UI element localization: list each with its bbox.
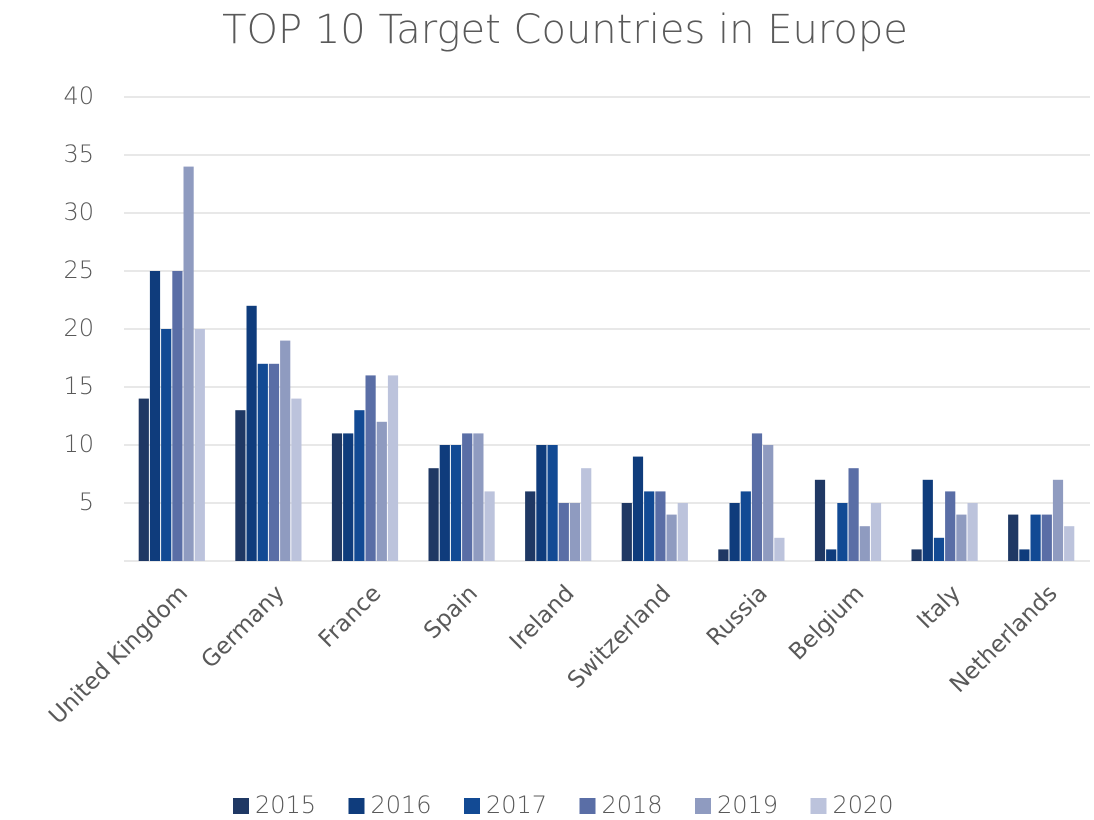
bar — [462, 433, 473, 561]
bar — [677, 503, 688, 561]
bar — [740, 491, 751, 561]
bar — [945, 491, 956, 561]
bar — [235, 410, 246, 561]
bar — [621, 503, 632, 561]
bar — [354, 410, 365, 561]
bar — [149, 271, 161, 561]
bar — [268, 363, 280, 561]
legend-swatch — [695, 798, 711, 814]
bar — [1019, 549, 1030, 561]
x-tick-label: Italy — [912, 580, 966, 634]
bar — [655, 491, 666, 561]
bar — [718, 549, 729, 561]
bar — [581, 468, 592, 561]
bar — [870, 503, 882, 561]
bar — [848, 468, 859, 561]
bar — [763, 445, 774, 561]
bar — [450, 445, 462, 561]
bar — [826, 549, 837, 561]
x-tick-label: Germany — [197, 580, 290, 673]
bar — [428, 468, 439, 561]
y-tick-label: 10 — [63, 430, 94, 458]
bar — [280, 340, 291, 561]
legend-label: 2017 — [486, 791, 547, 819]
legend-swatch — [233, 798, 249, 814]
bar — [859, 526, 870, 561]
bar — [558, 503, 569, 561]
bar — [1041, 514, 1052, 561]
bar — [246, 305, 257, 561]
bar — [257, 363, 268, 561]
bar — [484, 491, 495, 561]
x-tick-label: France — [314, 580, 386, 652]
bar — [183, 166, 194, 561]
legend-swatch — [464, 798, 480, 814]
bar — [331, 433, 343, 561]
bar — [525, 491, 536, 561]
x-tick-label: Spain — [419, 580, 483, 644]
bar — [172, 271, 183, 561]
bar — [666, 514, 677, 561]
x-tick-label: Belgium — [784, 580, 869, 665]
legend-label: 2019 — [717, 791, 778, 819]
y-tick-label: 15 — [63, 372, 94, 400]
legend-label: 2015 — [255, 791, 316, 819]
bar — [161, 329, 172, 561]
bar — [536, 445, 547, 561]
bar — [138, 398, 149, 561]
chart-title: TOP 10 Target Countries in Europe — [222, 7, 908, 53]
bar — [1008, 514, 1019, 561]
legend-label: 2016 — [371, 791, 432, 819]
y-tick-label: 35 — [63, 140, 94, 168]
x-tick-label: Ireland — [505, 580, 580, 655]
bar — [933, 537, 945, 561]
bar — [632, 456, 644, 561]
bar — [569, 503, 581, 561]
x-tick-label: United Kingdom — [44, 580, 193, 729]
y-tick-label: 30 — [63, 198, 94, 226]
bar — [194, 329, 205, 561]
bar — [1030, 514, 1041, 561]
x-tick-label: Switzerland — [563, 580, 676, 693]
legend-swatch — [810, 798, 827, 814]
bar — [774, 537, 785, 561]
legend-label: 2018 — [602, 791, 663, 819]
bar — [922, 479, 933, 561]
bar — [814, 479, 826, 561]
y-tick-label: 40 — [63, 82, 94, 110]
bar — [365, 375, 376, 561]
bar — [956, 514, 967, 561]
legend-label: 2020 — [833, 791, 894, 819]
bar — [547, 445, 558, 561]
bar — [1052, 479, 1064, 561]
legend-swatch — [579, 798, 596, 814]
bar — [837, 503, 848, 561]
bar — [473, 433, 484, 561]
bar — [343, 433, 354, 561]
bar — [376, 421, 387, 561]
bar — [751, 433, 763, 561]
bar — [387, 375, 399, 561]
y-tick-label: 20 — [63, 314, 94, 342]
x-tick-label: Russia — [702, 580, 773, 651]
bar — [911, 549, 922, 561]
y-tick-label: 5 — [79, 488, 94, 516]
y-tick-label: 25 — [63, 256, 94, 284]
bar — [967, 503, 978, 561]
bar — [291, 398, 302, 561]
bar — [729, 503, 740, 561]
legend-swatch — [348, 798, 365, 814]
bar — [644, 491, 655, 561]
bar — [439, 445, 450, 561]
bar — [1064, 526, 1075, 561]
